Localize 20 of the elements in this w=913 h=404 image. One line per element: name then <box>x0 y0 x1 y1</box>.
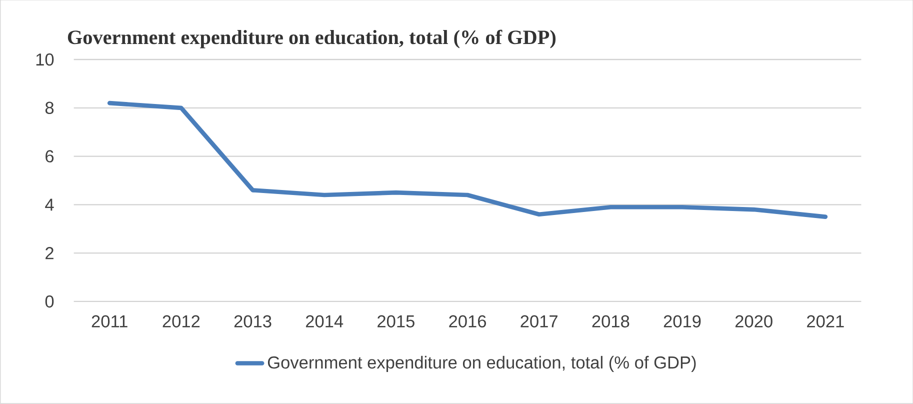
x-tick-label: 2011 <box>92 315 128 328</box>
x-tick-label: 2020 <box>735 315 772 328</box>
x-tick-label: 2013 <box>234 315 272 328</box>
x-tick-label: 2016 <box>449 315 486 328</box>
x-tick-label: 2015 <box>378 315 414 328</box>
y-tick-label: 10 <box>36 53 54 66</box>
y-tick-label: 2 <box>46 247 54 260</box>
x-tick-label: 2021 <box>807 315 844 328</box>
legend-label: Government expenditure on education, total (% of GDP) <box>268 356 696 372</box>
line-series <box>107 100 828 219</box>
y-tick-label: 0 <box>45 295 54 308</box>
x-tick-label: 2018 <box>592 315 630 328</box>
x-tick-label: 2012 <box>162 315 200 328</box>
chart-title: Government expenditure on education, total (% of GDP) <box>68 30 556 48</box>
x-tick-label: 2014 <box>306 315 344 328</box>
y-tick-label: 4 <box>45 198 54 211</box>
y-tick-label: 6 <box>46 150 54 162</box>
x-tick-label: 2019 <box>664 315 701 328</box>
x-tick-label: 2017 <box>520 315 558 328</box>
y-tick-label: 8 <box>45 102 54 114</box>
